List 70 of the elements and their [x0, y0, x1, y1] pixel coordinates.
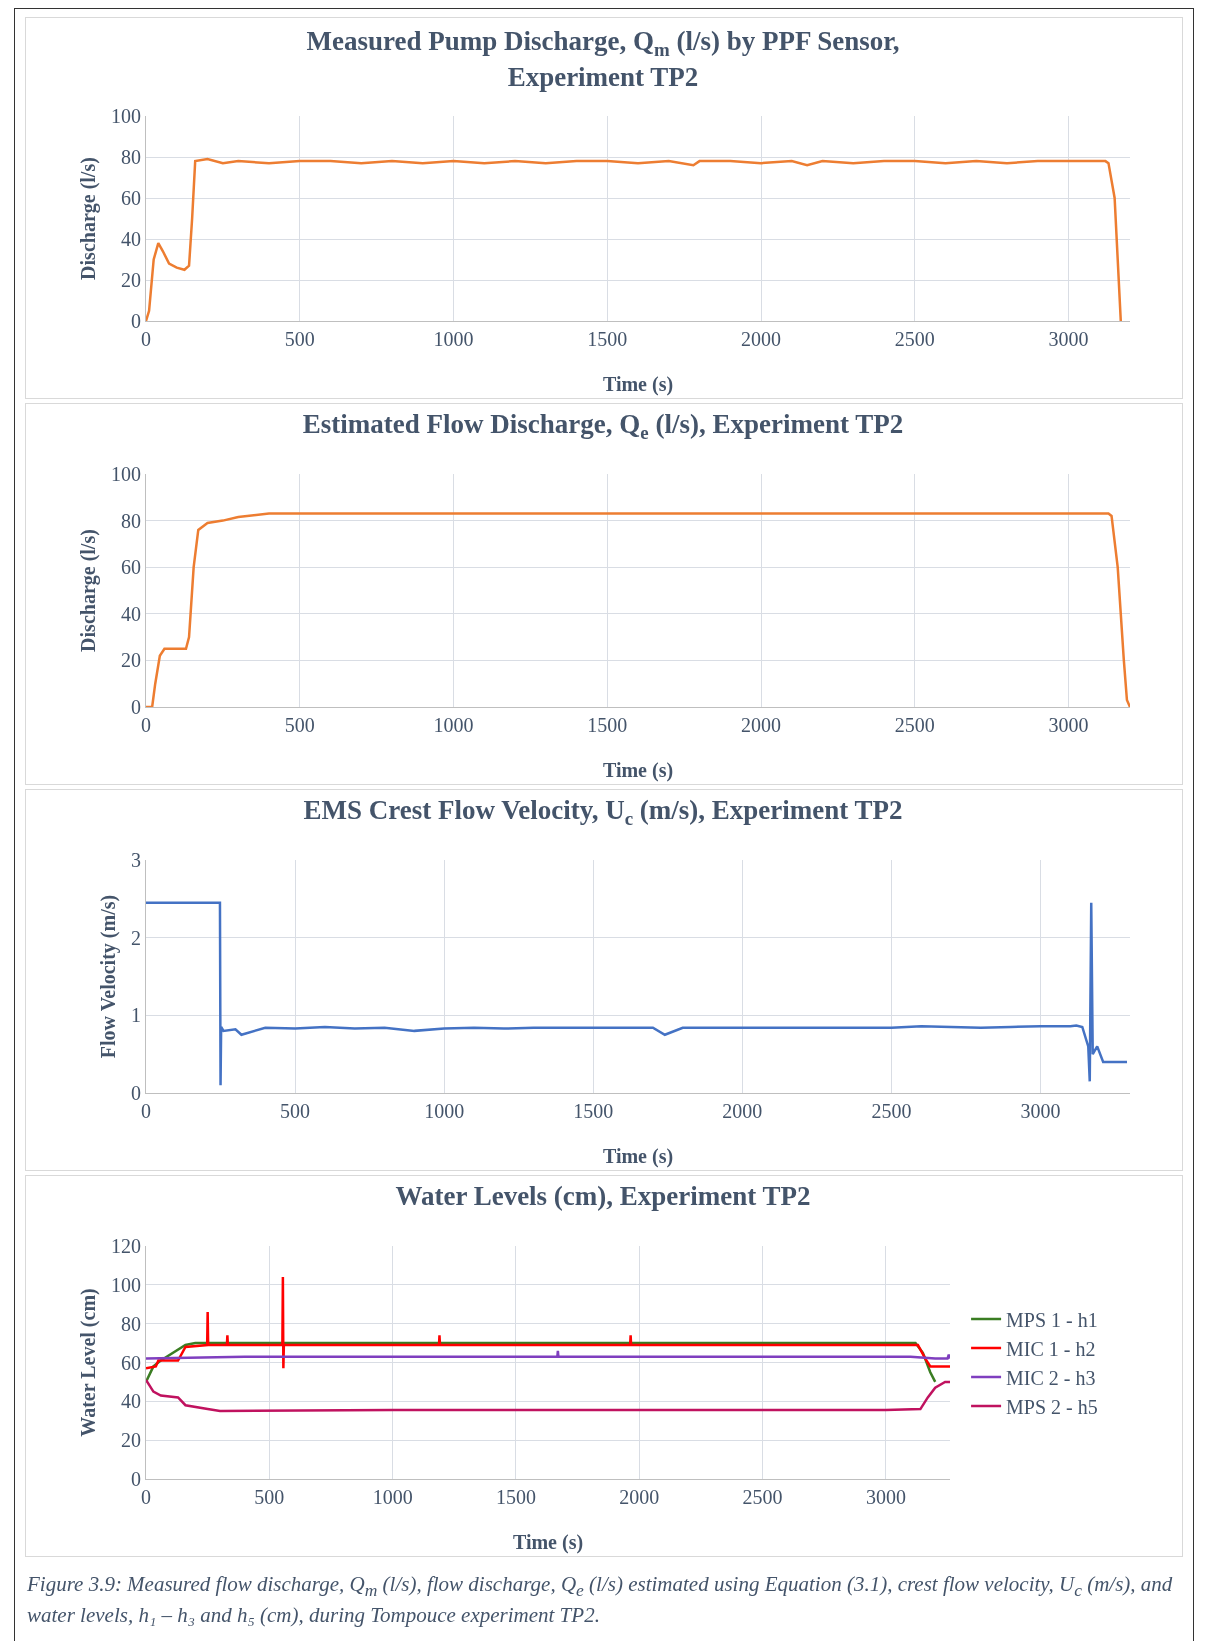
- chart-title: Water Levels (cm), Experiment TP2: [395, 1180, 811, 1211]
- x-tick-label: 2000: [619, 1486, 660, 1508]
- y-tick-label: 40: [121, 228, 141, 250]
- y-tick-label: 80: [121, 146, 141, 168]
- x-tick-label: 1500: [587, 328, 628, 350]
- y-axis-title: Discharge (l/s): [76, 529, 100, 652]
- y-axis-title: Water Level (cm): [76, 1288, 100, 1437]
- x-tick-label: 2500: [894, 714, 935, 736]
- y-tick-label: 0: [131, 1468, 141, 1490]
- line-series: [146, 1341, 937, 1384]
- x-tick-label: 1000: [433, 328, 474, 350]
- line-series: [146, 1275, 950, 1370]
- legend-label: MPS 1 - h1: [1006, 1308, 1098, 1331]
- legend-label: MIC 1 - h2: [1006, 1337, 1096, 1360]
- y-tick-label: 40: [121, 1390, 141, 1413]
- y-tick-label: 100: [111, 463, 141, 485]
- x-axis-title: Time (s): [602, 1145, 674, 1168]
- x-axis-title: Time (s): [512, 1531, 584, 1554]
- x-tick-label: 1500: [573, 1100, 614, 1122]
- x-tick-label: 3000: [1020, 1100, 1061, 1122]
- x-tick-label: 500: [254, 1486, 285, 1508]
- x-tick-label: 2500: [894, 328, 935, 350]
- x-tick-label: 2500: [871, 1100, 912, 1122]
- x-tick-label: 1500: [495, 1486, 536, 1508]
- y-tick-label: 20: [121, 269, 141, 291]
- x-tick-label: 2000: [741, 714, 781, 736]
- y-tick-label: 3: [131, 849, 141, 871]
- x-tick-label: 1000: [424, 1100, 465, 1122]
- y-tick-label: 40: [121, 602, 141, 625]
- y-tick-label: 0: [131, 696, 141, 718]
- x-tick-label: 3000: [1048, 714, 1089, 736]
- y-tick-label: 20: [121, 1429, 141, 1452]
- y-tick-label: 80: [121, 509, 141, 532]
- y-tick-label: 0: [131, 1082, 141, 1104]
- line-series: [146, 157, 1123, 321]
- legend-label: MPS 2 - h5: [1006, 1395, 1098, 1418]
- y-tick-label: 100: [111, 105, 141, 127]
- chart-title: Measured Pump Discharge, Q$_{m}$ (l/s) by PPF Sensor, Experiment TP2: [306, 26, 900, 92]
- y-tick-label: 60: [121, 1351, 141, 1374]
- line-series: [146, 901, 1129, 1087]
- chart-title: Estimated Flow Discharge, Q$_{e}$ (l/s), Experiment TP2: [302, 408, 904, 443]
- x-tick-label: 3000: [1048, 328, 1089, 350]
- legend-label: MIC 2 - h3: [1006, 1366, 1096, 1389]
- x-tick-label: 500: [280, 1100, 311, 1122]
- y-tick-label: 60: [121, 556, 141, 579]
- y-tick-label: 100: [111, 1273, 141, 1296]
- x-axis-title: Time (s): [602, 373, 674, 396]
- y-axis-title: Discharge (l/s): [76, 157, 100, 280]
- x-tick-label: 1000: [433, 714, 474, 736]
- line-series: [146, 1378, 950, 1413]
- x-tick-label: 2500: [742, 1486, 783, 1508]
- y-tick-label: 1: [131, 1004, 141, 1027]
- chart-title: EMS Crest Flow Velocity, U$_{c}$ (m/s), Experiment TP2: [303, 794, 903, 829]
- x-tick-label: 1000: [372, 1486, 413, 1508]
- y-tick-label: 60: [121, 187, 141, 209]
- x-tick-label: 3000: [865, 1486, 906, 1508]
- text: Figure 3.9: Measured flow discharge, Q$_{m}$ (l/s), flow discharge, Q$_{e}$ (l/s) estimated using Equation (3.1), crest flow velocity, U$_{c}$ (m/s), and water levels, h₁ – h₃ and h₅ (cm), during Tompouce experiment TP2.: [27, 1572, 1173, 1627]
- y-tick-label: 20: [121, 649, 141, 672]
- y-tick-label: 2: [131, 926, 141, 949]
- line-series: [146, 1349, 950, 1360]
- x-tick-label: 2000: [741, 328, 781, 350]
- x-tick-label: 500: [284, 328, 315, 350]
- y-axis-title: Flow Velocity (m/s): [96, 894, 120, 1059]
- x-tick-label: 1500: [587, 714, 628, 736]
- y-tick-label: 0: [131, 310, 141, 332]
- x-axis-title: Time (s): [602, 759, 674, 782]
- y-tick-label: 80: [121, 1312, 141, 1335]
- y-tick-label: 120: [111, 1235, 141, 1257]
- x-tick-label: 2000: [722, 1100, 763, 1122]
- x-tick-label: 500: [284, 714, 315, 736]
